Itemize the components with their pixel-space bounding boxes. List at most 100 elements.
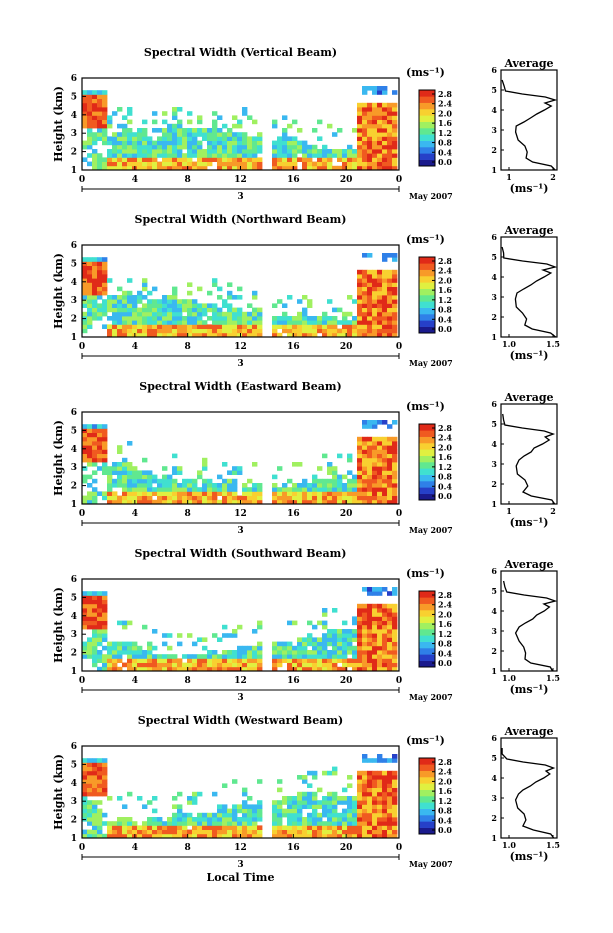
heatmap-cell xyxy=(372,666,378,672)
heatmap-cell xyxy=(317,487,323,492)
heatmap-cell xyxy=(137,658,143,663)
heatmap-cell xyxy=(187,487,193,492)
x-tick-label: 20 xyxy=(340,509,353,519)
heatmap-cell xyxy=(117,449,123,454)
heatmap-cell xyxy=(392,274,398,279)
heatmap-cell xyxy=(97,261,103,266)
average-y-tick-label: 4 xyxy=(491,272,497,282)
heatmap-cell xyxy=(357,470,363,475)
heatmap-cell xyxy=(382,157,388,162)
heatmap-cell xyxy=(392,666,398,672)
heatmap-cell xyxy=(92,800,98,805)
heatmap-cell xyxy=(102,274,108,279)
heatmap-cell xyxy=(202,829,208,835)
heatmap-cell xyxy=(192,487,198,492)
heatmap-cell xyxy=(217,829,223,835)
heatmap-cell xyxy=(92,783,98,788)
heatmap-cell xyxy=(312,491,318,496)
heatmap-cell xyxy=(352,616,358,621)
heatmap-cell xyxy=(92,107,98,112)
heatmap-cell xyxy=(132,650,138,655)
heatmap-cell xyxy=(332,829,338,835)
x-tick-label: 0 xyxy=(396,175,402,185)
heatmap-cell xyxy=(142,149,148,154)
heatmap-cell xyxy=(252,825,258,830)
heatmap-cell xyxy=(152,332,158,338)
heatmap-cell xyxy=(92,286,98,292)
heatmap-cell xyxy=(112,136,118,141)
heatmap-cell xyxy=(362,436,368,442)
heatmap-cell xyxy=(292,808,298,814)
heatmap-cell xyxy=(167,833,173,839)
heatmap-cell xyxy=(247,654,253,659)
heatmap-cell xyxy=(92,282,98,287)
heatmap-cell xyxy=(232,140,238,146)
heatmap-cell xyxy=(92,94,98,99)
heatmap-cell xyxy=(112,495,118,501)
heatmap-cell xyxy=(102,128,108,133)
heatmap-cell xyxy=(187,478,193,484)
average-x-tick-label: 1.0 xyxy=(502,339,516,349)
heatmap-cell xyxy=(392,90,398,95)
colorbar-segment xyxy=(419,610,435,617)
heatmap-cell xyxy=(327,654,333,659)
heatmap-cell xyxy=(362,445,368,450)
heatmap-cell xyxy=(122,821,128,826)
heatmap-cell xyxy=(362,495,368,501)
heatmap-cell xyxy=(152,817,158,822)
heatmap-cell xyxy=(387,616,393,621)
heatmap-cell xyxy=(222,804,228,809)
heatmap-cell xyxy=(137,328,143,334)
heatmap-cell xyxy=(377,495,383,501)
heatmap-cell xyxy=(352,128,358,133)
heatmap-cell xyxy=(127,111,133,116)
heatmap-cell xyxy=(192,662,198,668)
heatmap-cell xyxy=(92,274,98,279)
heatmap-cell xyxy=(282,800,288,805)
heatmap-cell xyxy=(122,123,128,129)
heatmap-cell xyxy=(257,812,263,818)
heatmap-cell xyxy=(252,290,258,296)
colorbar-tick-label: 2.0 xyxy=(438,776,452,786)
heatmap-cell xyxy=(122,136,128,141)
heatmap-cell xyxy=(302,157,308,162)
heatmap-cell xyxy=(102,432,108,438)
heatmap-cell xyxy=(217,804,223,809)
heatmap-cell xyxy=(352,796,358,801)
colorbar-segment xyxy=(419,263,435,270)
heatmap-cell xyxy=(377,462,383,467)
heatmap-cell xyxy=(327,491,333,496)
heatmap-cell xyxy=(372,420,378,425)
heatmap-cell xyxy=(92,290,98,296)
heatmap-cell xyxy=(102,821,108,826)
colorbar-segment xyxy=(419,326,435,334)
colorbar-segment xyxy=(419,320,435,327)
heatmap-cell xyxy=(317,829,323,835)
x-tick-label: 0 xyxy=(396,509,402,519)
heatmap-cell xyxy=(137,483,143,488)
colorbar-tick-label: 1.2 xyxy=(438,629,452,639)
heatmap-cell xyxy=(327,328,333,334)
heatmap-cell xyxy=(232,328,238,334)
heatmap-cell xyxy=(247,303,253,308)
heatmap-cell xyxy=(137,650,143,655)
heatmap-cell xyxy=(162,658,168,663)
heatmap-cell xyxy=(297,645,303,651)
heatmap-cell xyxy=(87,821,93,826)
heatmap-cell xyxy=(102,324,108,329)
heatmap-cell xyxy=(82,432,88,438)
heatmap-cell xyxy=(242,812,248,818)
heatmap-cell xyxy=(287,491,293,496)
heatmap-cell xyxy=(322,316,328,321)
heatmap xyxy=(82,420,398,505)
heatmap-cell xyxy=(302,833,308,839)
heatmap-cell xyxy=(172,149,178,154)
heatmap-cell xyxy=(232,662,238,668)
heatmap-cell xyxy=(392,316,398,321)
heatmap-cell xyxy=(137,307,143,313)
heatmap-cell xyxy=(192,833,198,839)
heatmap-cell xyxy=(177,149,183,154)
heatmap-cell xyxy=(82,812,88,818)
heatmap-cell xyxy=(157,332,163,338)
heatmap-cell xyxy=(392,587,398,592)
